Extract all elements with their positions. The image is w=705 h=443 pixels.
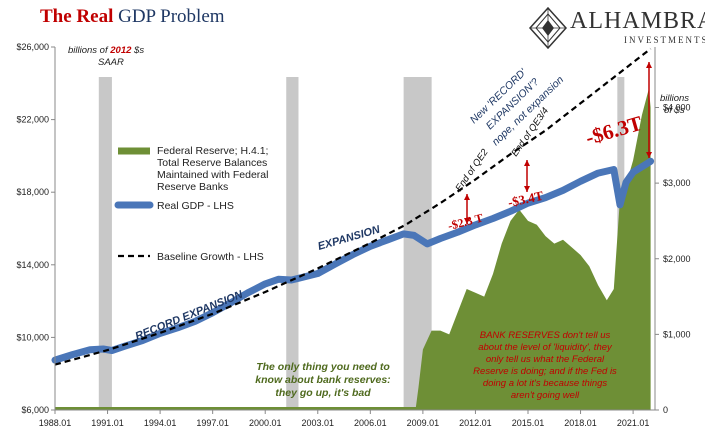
logo-name: ALHAMBRA [570,8,705,34]
x-tick-label-9: 2015.01 [512,418,545,428]
bank-reserves-note-0: BANK RESERVES don't tell us [480,330,611,341]
x-tick-label-2: 1994.01 [144,418,177,428]
title-part-2: GDP Problem [118,6,225,27]
bank-reserves-note-1: about the level of 'liquidity', they [478,342,613,353]
chart-title: The Real GDP Problem [40,6,225,28]
x-tick-label-1: 1991.01 [91,418,124,428]
x-tick-label-5: 2003.01 [302,418,335,428]
x-tick-label-6: 2006.01 [354,418,387,428]
legend-label-reserves-2: Maintained with Federal [157,169,268,181]
x-tick-label-7: 2009.01 [407,418,440,428]
left-axis-units-saar: SAAR [98,57,124,68]
series-lines-group [51,47,655,366]
right-tick-label-2: $2,000 [663,254,691,264]
title-part-1: The Real [40,6,114,27]
right-tick-label-1: $1,000 [663,329,691,339]
bank-reserves-note-3: Reserve is doing; and if the Fed is [473,366,617,377]
legend-label-reserves-1: Total Reserve Balances [157,157,267,169]
legend-label-baseline: Baseline Growth - LHS [157,251,264,263]
gap-arrow-2-head-bottom [524,186,530,192]
x-tick-label-0: 1988.01 [39,418,72,428]
legend-group: Federal Reserve; H.4.1;Total Reserve Bal… [114,145,268,263]
only-thing-note-2: they go up, it's bad [275,387,371,399]
gap-arrow-3-head-top [646,62,652,68]
alhambra-logo: ALHAMBRA INVESTMENTS [528,6,705,50]
gap-label-2: -$3.4T [507,188,545,210]
left-axis-units: billions of 2012 $s [68,45,144,56]
record-expansion-label: RECORD EXPANSION [134,288,246,342]
legend-label-reserves-0: Federal Reserve; H.4.1; [157,145,268,157]
left-tick-label-4: $22,000 [16,115,49,125]
bank-reserves-note-2: only tell us what the Federal [486,354,605,365]
recession-band-1 [286,77,299,410]
left-tick-label-1: $10,000 [16,332,49,342]
left-tick-label-0: $6,000 [21,405,49,415]
only-thing-note-0: The only thing you need to [256,361,390,373]
x-tick-label-11: 2021.01 [617,418,650,428]
x-tick-label-8: 2012.01 [459,418,492,428]
right-tick-label-0: 0 [663,405,668,415]
gap-arrow-1-head-bottom [464,218,470,224]
right-axis-units-1: billions [660,93,689,104]
x-tick-label-3: 1997.01 [196,418,229,428]
logo-subtitle: INVESTMENTS [624,35,705,45]
recession-band-0 [98,77,112,410]
x-tick-label-4: 2000.01 [249,418,282,428]
legend-label-gdp: Real GDP - LHS [157,200,234,212]
bank-reserves-note-5: aren't going well [511,390,580,401]
axes-group: $6,000 $10,000 $14,000 $18,000 $22,000 $26,00… [16,42,690,428]
gap-arrow-1-head-top [464,194,470,200]
right-tick-label-4: $4,000 [663,103,691,113]
gap-arrow-2-head-top [524,160,530,166]
reserves-area [55,88,651,410]
bank-reserves-note-4: doing a lot it's because things [483,378,608,389]
right-tick-label-3: $3,000 [663,178,691,188]
right-axis-units-2: of $s [664,105,685,116]
reserves-area-group [55,88,651,410]
left-tick-label-3: $18,000 [16,187,49,197]
left-tick-label-5: $26,000 [16,42,49,52]
gap-arrow-3-head-bottom [646,152,652,158]
logo-emblem-icon [528,6,568,50]
left-tick-label-2: $14,000 [16,260,49,270]
x-tick-label-10: 2018.01 [564,418,597,428]
gap-label-3: -$6.3T [583,111,645,150]
end-qe2-label: End of QE2 [453,147,491,194]
only-thing-note-1: know about bank reserves: [255,374,390,386]
legend-label-reserves-3: Reserve Banks [157,181,228,193]
